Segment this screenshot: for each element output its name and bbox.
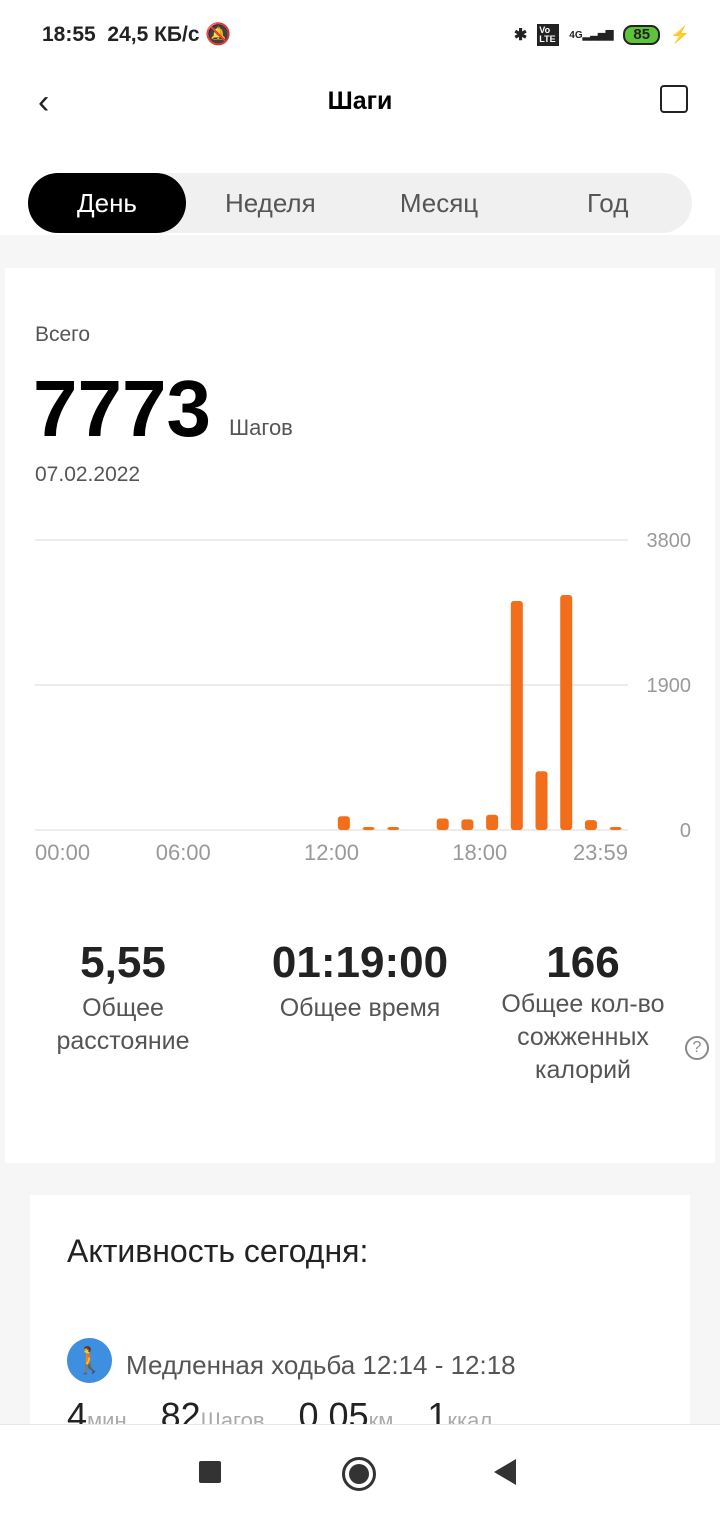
x-tick-label: 18:00: [452, 840, 507, 865]
recents-button[interactable]: [199, 1461, 221, 1483]
steps-card: Всего 7773 Шагов 07.02.2022 3800 1900 0 00:…: [5, 268, 715, 1163]
walking-icon: 🚶: [67, 1338, 112, 1383]
bar: [387, 827, 400, 830]
steps-chart: 3800 1900 0 00:00 06:00 12:00 18:00 23:59: [35, 530, 692, 865]
bar: [337, 816, 350, 830]
total-label: Всего: [35, 323, 91, 346]
y-tick-label: 1900: [647, 675, 692, 697]
network-speed: 24,5 КБ/с: [107, 23, 200, 46]
distance-label: Общее: [82, 994, 164, 1022]
date: 07.02.2022: [35, 463, 141, 486]
navigation-bar: [0, 1424, 720, 1520]
battery-icon: 85: [623, 25, 661, 45]
bar: [609, 827, 622, 830]
bar: [560, 594, 573, 830]
distance-value: 5,55: [80, 938, 166, 987]
bar: [436, 818, 449, 830]
tab-year[interactable]: Год: [586, 188, 629, 218]
calories-label: калорий: [535, 1056, 631, 1084]
help-icon[interactable]: ?: [685, 1036, 709, 1060]
tab-day[interactable]: День: [28, 173, 186, 233]
period-tabs: День Неделя Месяц Год: [28, 173, 692, 233]
home-button[interactable]: [342, 1457, 376, 1491]
calories-value: 166: [546, 938, 620, 987]
bar: [486, 814, 499, 830]
stat-time: 01:19:00 Общее время: [240, 938, 480, 1025]
calories-label: Общее кол-во: [501, 990, 665, 1018]
status-bar: 18:55 24,5 КБ/с 🔕 ✱ Vo LTE 4G▂▃▅▇ 85 ⚡: [42, 20, 690, 50]
bar: [362, 827, 375, 830]
bar: [510, 601, 523, 830]
tab-month[interactable]: Месяц: [399, 188, 479, 218]
mute-icon: 🔕: [205, 23, 232, 46]
back-button[interactable]: ‹: [38, 83, 50, 121]
tab-week[interactable]: Неделя: [224, 188, 316, 218]
bar: [584, 820, 597, 830]
x-tick-label: 12:00: [304, 840, 359, 865]
x-tick-label: 06:00: [156, 840, 211, 865]
time-value: 01:19:00: [271, 938, 449, 987]
bluetooth-icon: ✱: [513, 27, 528, 44]
volte-icon: Vo LTE: [537, 24, 560, 46]
total-steps: 7773: [33, 364, 211, 453]
charging-icon: ⚡: [670, 27, 690, 44]
clock: 18:55: [42, 23, 96, 46]
y-tick-label: 0: [680, 820, 691, 842]
y-tick-label: 3800: [647, 530, 692, 552]
x-tick-label: 00:00: [35, 840, 90, 865]
activity-item[interactable]: Медленная ходьба 12:14 - 12:18: [126, 1350, 516, 1380]
activity-card: Активность сегодня: 🚶 Медленная ходьба 1…: [30, 1195, 690, 1436]
stat-distance: 5,55 Общее расстояние: [23, 938, 223, 1058]
activity-title: Активность сегодня:: [67, 1233, 369, 1269]
share-button[interactable]: [660, 85, 688, 113]
stat-calories: 166 Общее кол-во сожженных калорий: [483, 938, 683, 1087]
x-tick-label: 23:59: [573, 840, 628, 865]
signal-icon: 4G▂▃▅▇: [569, 29, 614, 41]
calories-label: сожженных: [517, 1023, 649, 1051]
time-label: Общее время: [279, 994, 441, 1022]
back-nav-button[interactable]: [494, 1459, 516, 1485]
bar: [461, 819, 474, 830]
distance-label: расстояние: [56, 1027, 190, 1055]
steps-unit: Шагов: [229, 415, 293, 440]
page-title: Шаги: [327, 87, 393, 115]
top-area: 18:55 24,5 КБ/с 🔕 ✱ Vo LTE 4G▂▃▅▇ 85 ⚡ ‹…: [0, 0, 720, 235]
bar: [535, 771, 548, 830]
